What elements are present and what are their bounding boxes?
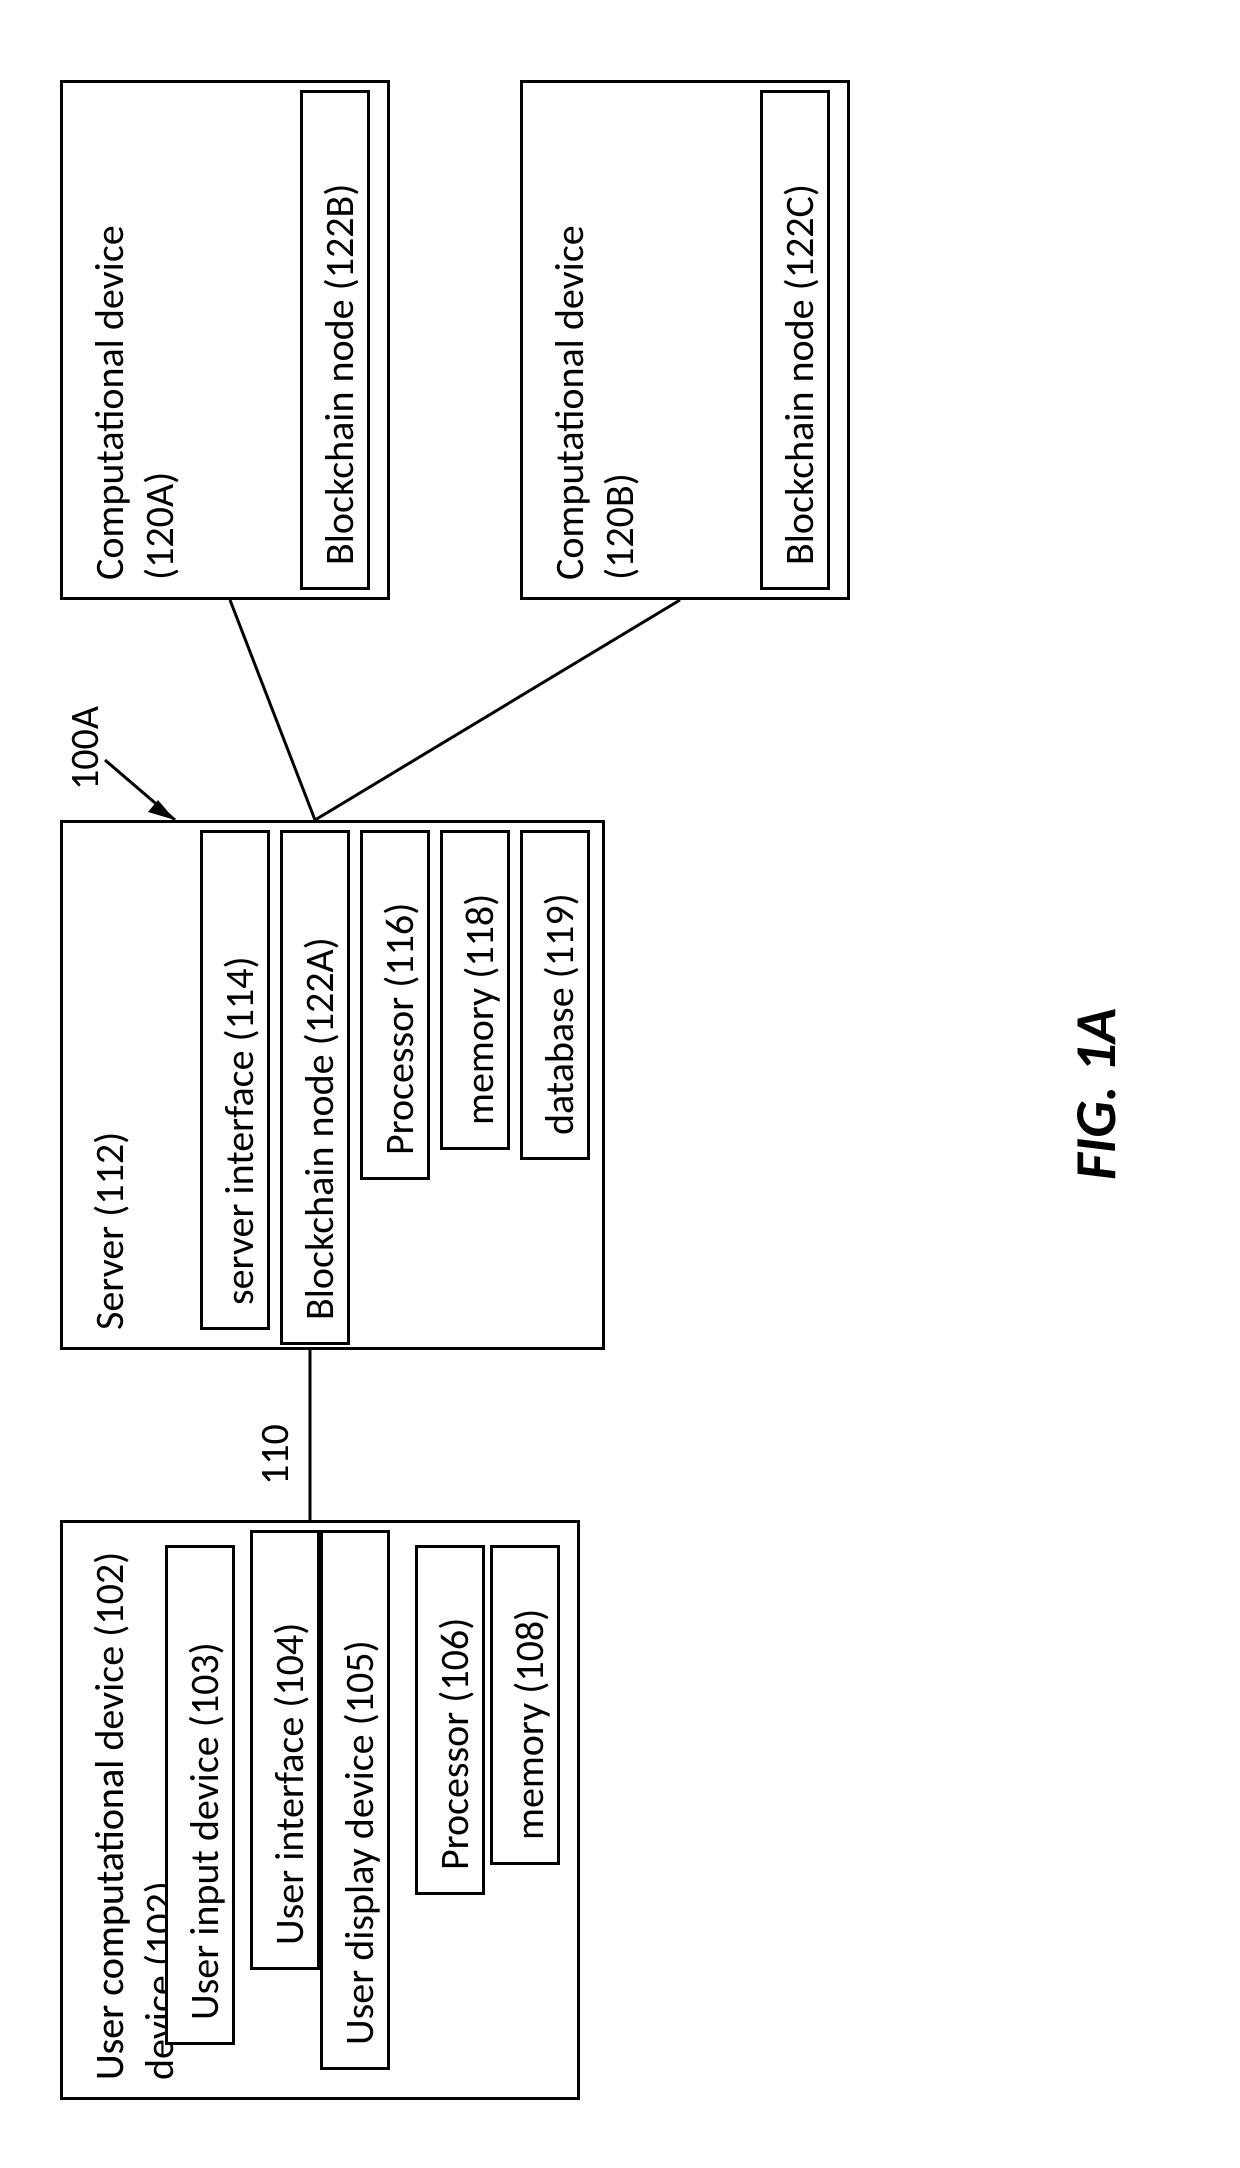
comp-device-a-title2: (120A) xyxy=(135,472,184,580)
server-memory-label: memory (118) xyxy=(455,894,504,1125)
comp-device-b-title2: (120B) xyxy=(595,473,644,580)
user-display-device-label: User display device (105) xyxy=(335,1640,384,2045)
connector-110-label: 110 xyxy=(250,1424,299,1485)
comp-a-node-label: Blockchain node (122B) xyxy=(315,184,364,565)
user-processor-label: Processor (106) xyxy=(430,1618,479,1870)
comp-device-a-title1: Computational device xyxy=(85,225,134,580)
user-input-device-label: User input device (103) xyxy=(180,1642,229,2020)
comp-b-node-label: Blockchain node (122C) xyxy=(775,184,824,565)
diagram-canvas: User computational device (102) device (… xyxy=(0,0,1240,2168)
server-database-label: database (119) xyxy=(535,893,584,1135)
server-node-label: Blockchain node (122A) xyxy=(295,937,344,1320)
comp-device-b-title1: Computational device xyxy=(545,225,594,580)
user-device-title1: User computational xyxy=(85,1760,134,2080)
server-processor-label: Processor (116) xyxy=(375,903,424,1155)
server-title: Server (112) xyxy=(85,1132,134,1330)
user-memory-label: memory (108) xyxy=(505,1609,554,1840)
server-interface-label: server interface (114) xyxy=(215,956,264,1305)
figure-caption: FIG. 1A xyxy=(1060,1008,1131,1180)
ref-100a-label: 100A xyxy=(60,706,109,790)
user-interface-label: User interface (104) xyxy=(265,1623,314,1945)
